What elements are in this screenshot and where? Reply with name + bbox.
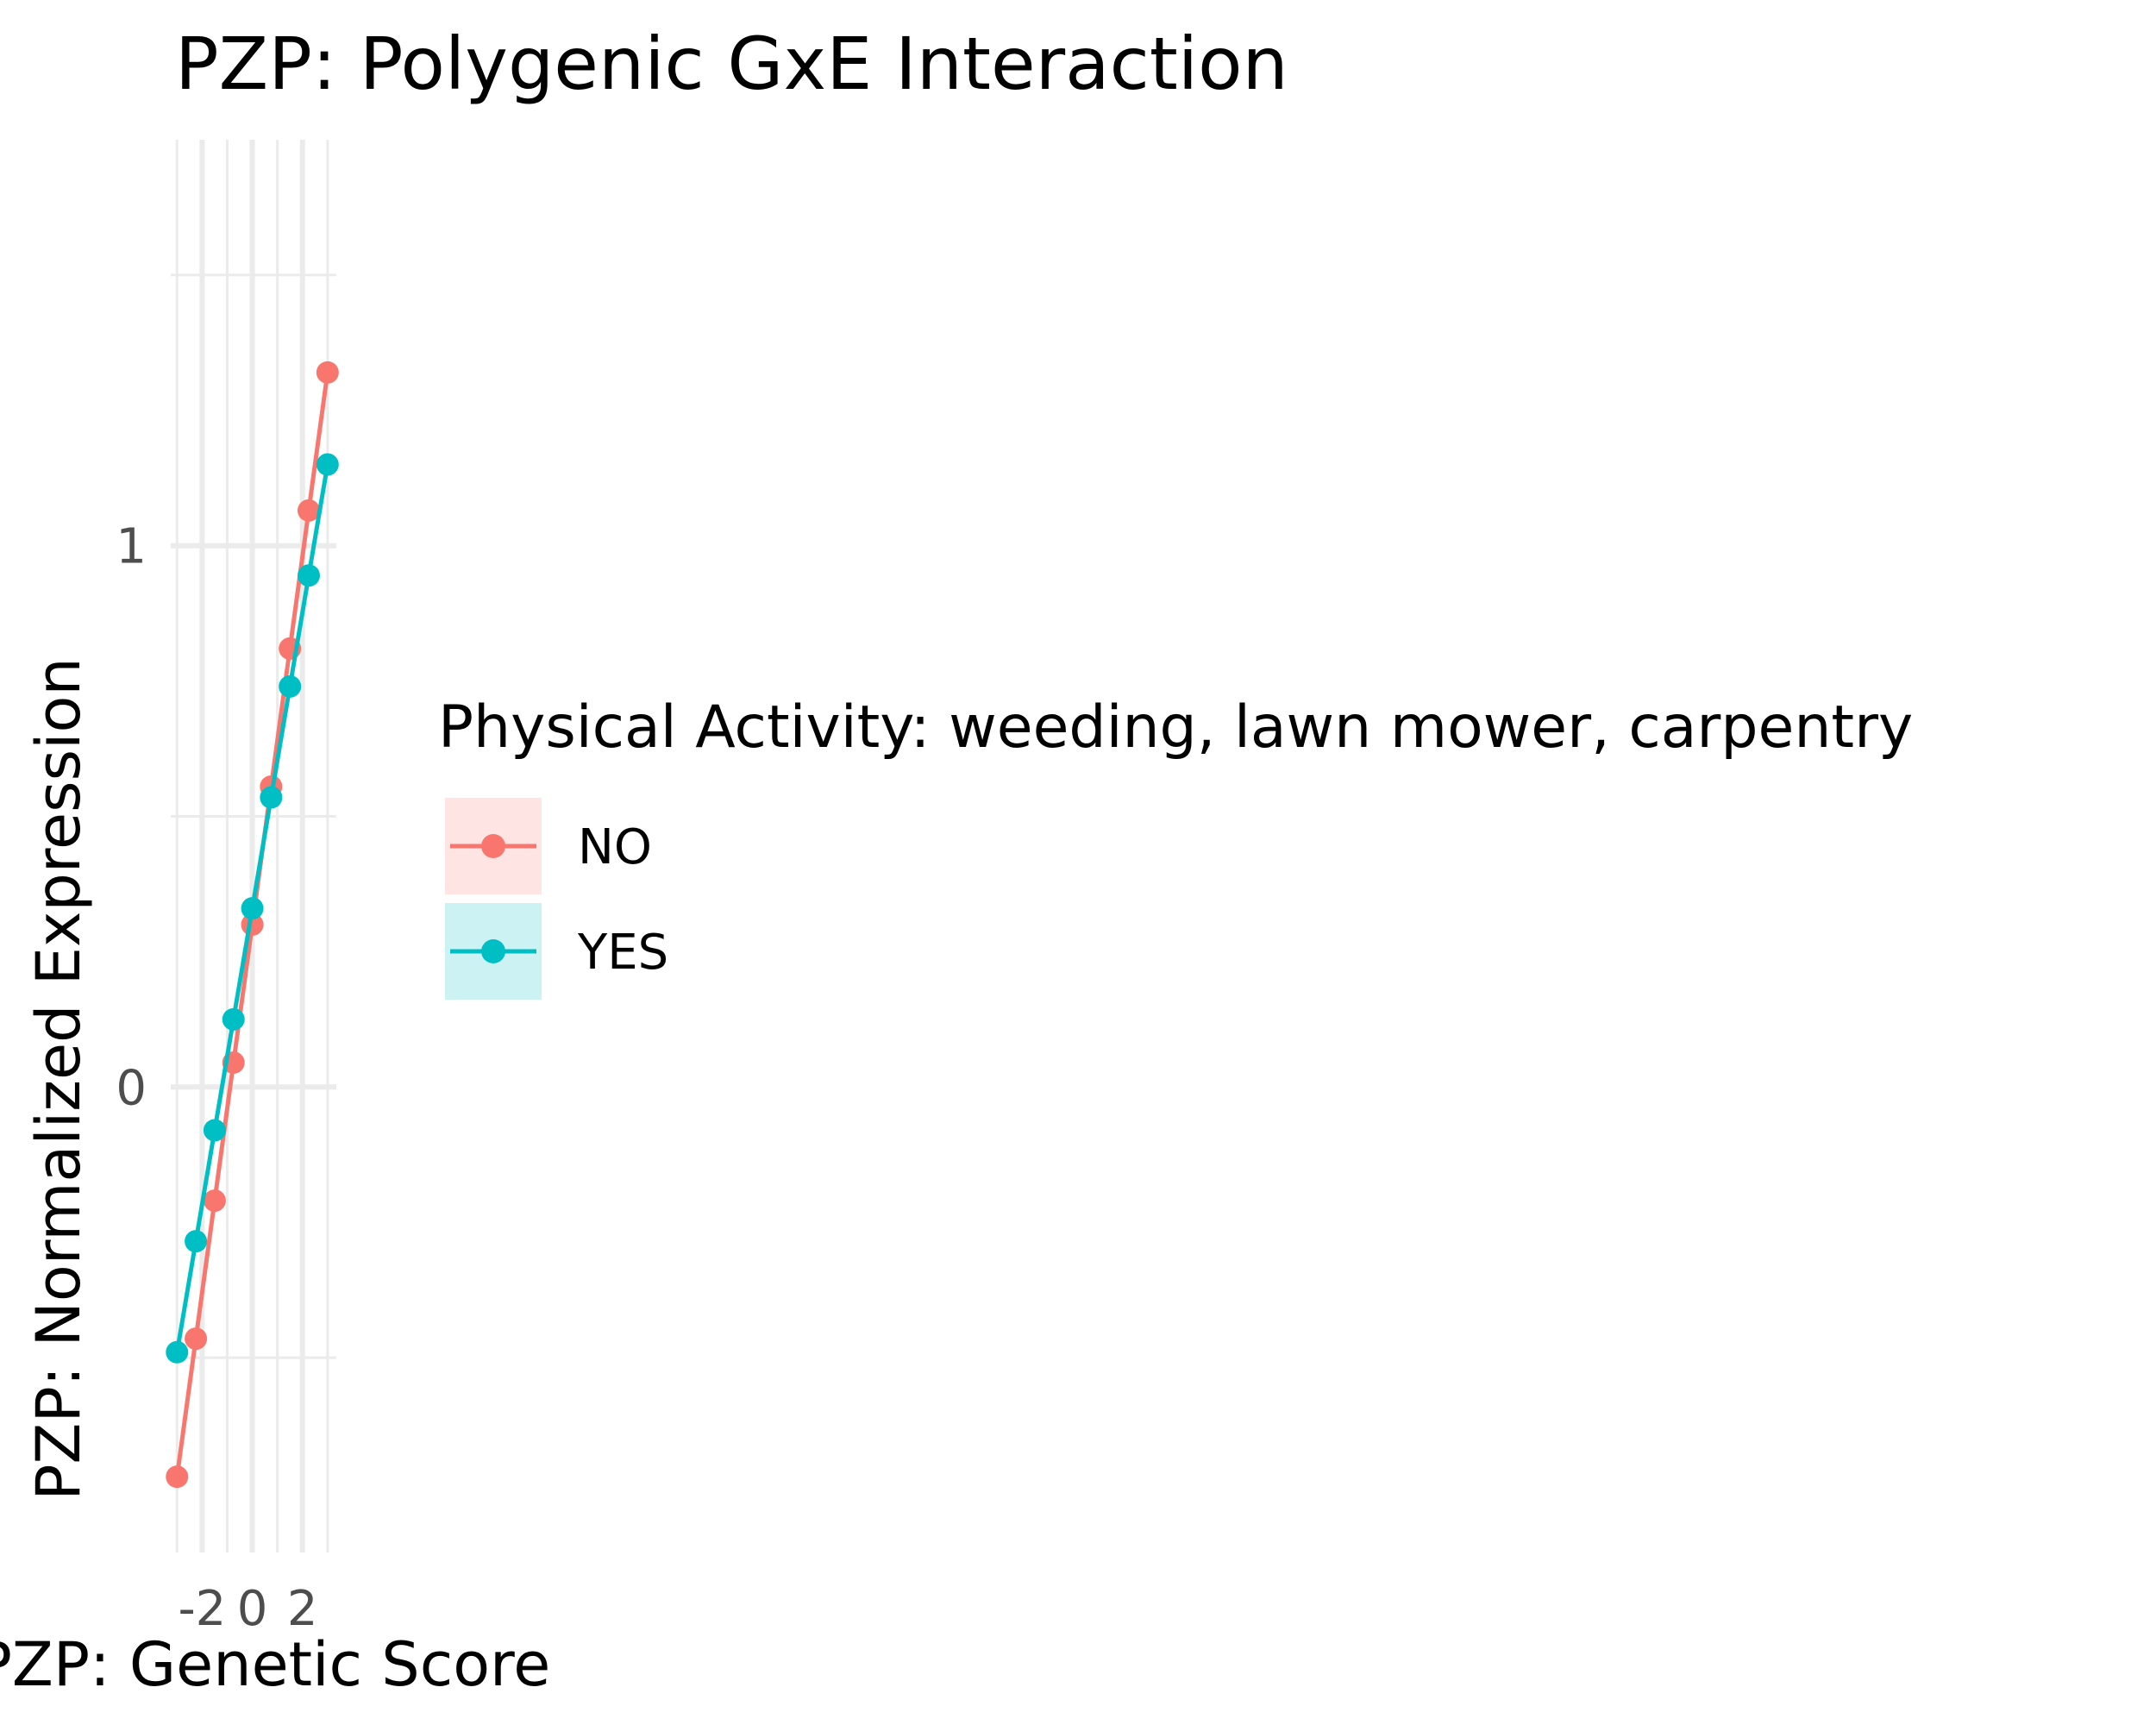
data-point [279,674,302,698]
chart-title: PZP: Polygenic GxE Interaction [175,22,1288,106]
x-tick-label: 0 [237,1581,268,1637]
series-layer [166,361,339,1489]
legend-title: Physical Activity: weeding, lawn mower, … [438,693,1913,762]
data-point [203,1189,226,1213]
series-yes [166,453,339,1364]
data-point [185,1327,208,1351]
x-axis-title: PZP: Genetic Score [0,1629,550,1700]
legend-items: NO YES [445,798,668,1000]
y-tick-label: 0 [116,1060,147,1116]
x-tick-label: 2 [287,1581,318,1637]
tick-labels: -2 0 201 [116,519,317,1637]
legend-item-no: NO [445,798,652,894]
data-point [316,361,339,384]
legend-label: YES [577,925,668,981]
data-point [222,1007,245,1031]
data-point [298,499,320,522]
data-point [185,1230,208,1253]
legend: Physical Activity: weeding, lawn mower, … [438,693,1913,1000]
legend-key-point [481,939,505,963]
data-point [316,453,339,476]
data-point [241,897,264,920]
grid [171,140,336,1552]
legend-item-yes: YES [445,903,668,1000]
data-point [166,1340,189,1364]
legend-key-point [481,834,505,858]
y-tick-label: 1 [116,519,147,575]
data-point [166,1465,189,1489]
data-point [203,1119,226,1142]
data-point [298,564,320,587]
x-tick-label: -2 [178,1581,226,1637]
legend-label: NO [578,819,652,875]
data-point [260,786,283,809]
y-axis-title: PZP: Normalized Expression [23,657,94,1500]
